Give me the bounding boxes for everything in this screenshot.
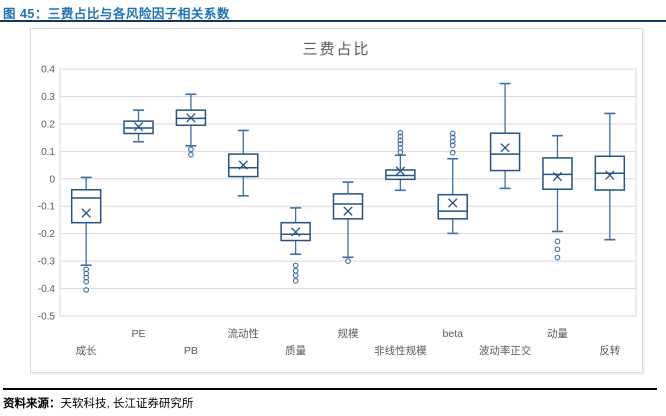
- outlier-point: [554, 254, 561, 261]
- svg-text:动量: 动量: [547, 328, 568, 340]
- source-label: 资料来源：: [3, 398, 61, 410]
- box-series-流动性: [228, 129, 259, 197]
- outlier-point: [397, 141, 404, 147]
- box-series-规模: [332, 181, 364, 264]
- outlier-point: [292, 278, 299, 284]
- box-series-beta: [437, 130, 468, 235]
- chart-card: 三费占比 0.4 0.3 0.2 0.1 0 -0.1 -0.2 -0.3 -0.4 -0.5 成长…: [30, 28, 643, 373]
- svg-text:-0.5: -0.5: [38, 312, 56, 323]
- svg-text:-0.1: -0.1: [38, 202, 56, 213]
- svg-text:0.3: 0.3: [41, 92, 55, 103]
- svg-text:0.1: 0.1: [41, 147, 55, 158]
- box-series-非线性规模: [385, 129, 416, 192]
- outlier-point: [554, 238, 561, 245]
- svg-text:beta: beta: [443, 328, 464, 340]
- boxplot-chart: 0.4 0.3 0.2 0.1 0 -0.1 -0.2 -0.3 -0.4 -0.5 成长 PE PB 流…: [38, 65, 637, 357]
- svg-text:-0.3: -0.3: [38, 257, 56, 268]
- source-note: 资料来源：天软科技, 长江证券研究所: [3, 395, 663, 411]
- outlier-point: [449, 142, 456, 149]
- box-series-PB: [175, 93, 207, 158]
- svg-text:成长: 成长: [76, 345, 97, 357]
- outlier-point: [397, 144, 404, 151]
- outlier-point: [397, 137, 404, 144]
- outlier-point: [397, 129, 404, 136]
- footer-divider: [3, 388, 657, 390]
- outlier-point: [449, 134, 456, 141]
- y-axis-labels: 0.4 0.3 0.2 0.1 0 -0.1 -0.2 -0.3 -0.4 -0.5: [38, 65, 56, 323]
- outlier-point: [292, 267, 299, 274]
- svg-text:-0.4: -0.4: [38, 284, 56, 295]
- plot-area-border: [59, 68, 637, 317]
- box-series-波动率正交: [489, 82, 521, 190]
- box-series-成长: [70, 176, 102, 293]
- svg-text:PB: PB: [184, 345, 198, 357]
- svg-text:规模: 规模: [338, 327, 359, 340]
- figure-caption: 图 45：三费占比与各风险因子相关系数: [3, 7, 230, 21]
- outlier-point: [83, 287, 90, 293]
- box-series-反转: [594, 112, 626, 241]
- svg-text:0: 0: [49, 174, 55, 185]
- outlier-point: [449, 149, 456, 156]
- outlier-point: [188, 151, 194, 158]
- svg-text:反转: 反转: [599, 344, 620, 357]
- svg-text:质量: 质量: [285, 345, 306, 357]
- svg-text:-0.2: -0.2: [38, 229, 56, 240]
- box-series-动量: [542, 134, 573, 261]
- chart-title: 三费占比: [302, 41, 371, 58]
- source-text: 天软科技, 长江证券研究所: [60, 398, 194, 410]
- outlier-point: [345, 258, 351, 264]
- svg-text:0.2: 0.2: [41, 119, 55, 130]
- outlier-point: [397, 133, 404, 140]
- outlier-point: [292, 262, 299, 269]
- box-series-质量: [280, 207, 311, 284]
- outlier-point: [83, 278, 90, 285]
- outlier-point: [188, 146, 194, 153]
- svg-text:波动率正交: 波动率正交: [479, 344, 532, 357]
- box-series-PE: [123, 109, 154, 143]
- svg-text:PE: PE: [132, 328, 146, 340]
- svg-text:非线性规模: 非线性规模: [374, 344, 427, 357]
- outlier-point: [292, 272, 299, 279]
- outlier-point: [449, 130, 456, 137]
- svg-text:0.4: 0.4: [41, 65, 55, 76]
- svg-text:流动性: 流动性: [228, 327, 259, 340]
- header-underline: [0, 20, 666, 22]
- outlier-point: [554, 246, 561, 253]
